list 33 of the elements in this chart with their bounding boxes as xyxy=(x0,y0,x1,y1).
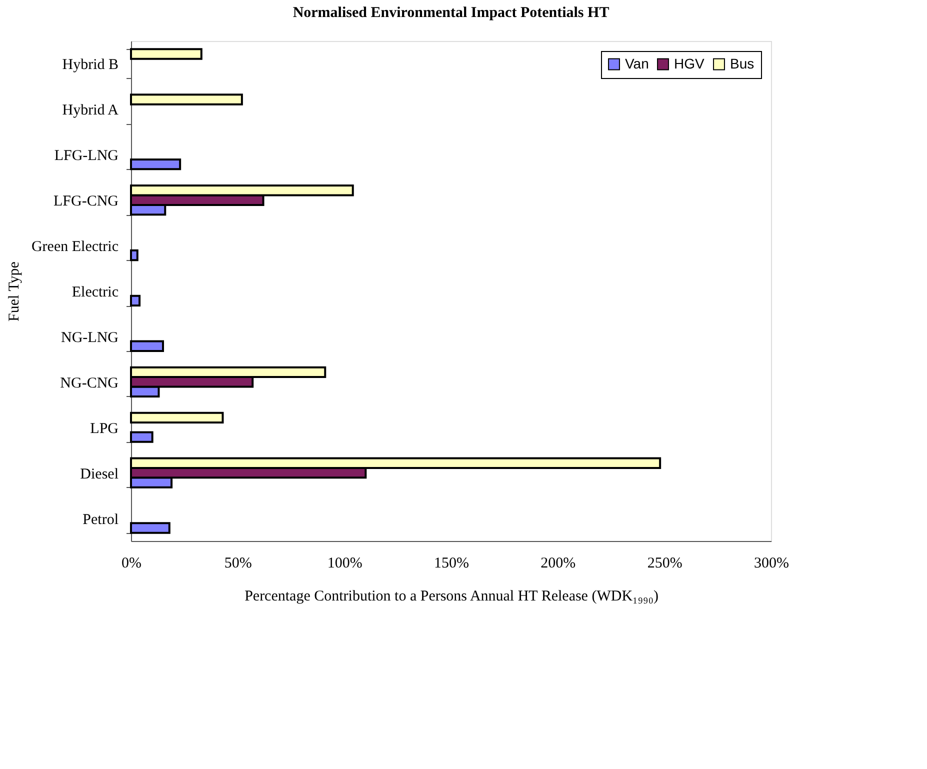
y-tick-label: LPG xyxy=(90,420,119,437)
y-tick-label: Green Electric xyxy=(31,239,119,256)
y-tick-label: Petrol xyxy=(82,512,118,528)
bar xyxy=(130,522,170,534)
x-tick-label: 250% xyxy=(647,556,682,572)
x-tick-label: 0% xyxy=(122,556,142,572)
y-tick-label: NG-LNG xyxy=(61,330,119,346)
bar xyxy=(130,340,164,352)
y-tick-label: Hybrid B xyxy=(62,57,118,74)
legend-label: HGV xyxy=(674,55,705,72)
x-tick-label: 300% xyxy=(754,556,789,572)
bar xyxy=(130,158,182,170)
y-tick-label: LFG-CNG xyxy=(53,194,119,210)
chart-title: Normalised Environmental Impact Potentials HT xyxy=(292,5,610,21)
y-tick-label: NG-CNG xyxy=(60,375,119,392)
y-axis-title: Fuel Type xyxy=(6,261,22,322)
legend-label: Bus xyxy=(730,55,754,72)
bar xyxy=(130,249,138,262)
y-tick-label: Diesel xyxy=(80,466,118,482)
bar xyxy=(130,48,202,60)
y-tick-label: Electric xyxy=(72,284,119,300)
bar xyxy=(130,94,243,106)
y-tick-label: Hybrid A xyxy=(62,102,119,119)
bar xyxy=(130,431,154,443)
bar xyxy=(130,294,141,307)
bar xyxy=(130,412,224,424)
x-tick-label: 100% xyxy=(327,556,362,572)
x-tick-label: 50% xyxy=(224,556,252,572)
legend-label: Van xyxy=(625,55,649,72)
x-tick-label: 150% xyxy=(434,556,469,572)
x-tick-label: 200% xyxy=(540,556,576,572)
x-axis-title: Percentage Contribution to a Persons Annual HT Release (WDK₁₉₉₀) xyxy=(244,588,658,604)
y-tick-label: LFG-LNG xyxy=(54,148,119,164)
